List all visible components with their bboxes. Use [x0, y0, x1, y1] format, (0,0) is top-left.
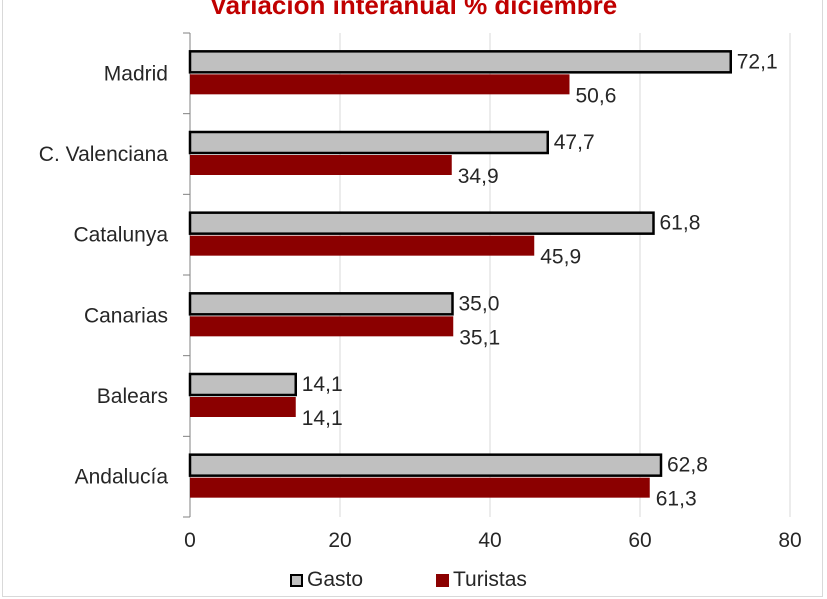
category-label: C. Valenciana	[39, 143, 169, 166]
bar-turistas	[190, 155, 452, 175]
bar-turistas	[190, 235, 535, 256]
legend-turistas-label: Turistas	[453, 568, 527, 591]
x-tick-label: 60	[628, 529, 651, 552]
data-label-gasto: 47,7	[554, 131, 595, 154]
legend-turistas-swatch	[436, 573, 449, 587]
bar-turistas	[190, 74, 570, 95]
bar-gasto	[188, 453, 663, 477]
bar-turistas	[190, 397, 296, 417]
legend-gasto-swatch	[290, 573, 303, 587]
data-label-gasto: 62,8	[667, 454, 708, 477]
data-label-turistas: 34,9	[458, 165, 499, 188]
x-tick-label: 80	[778, 529, 801, 552]
data-label-turistas: 14,1	[302, 407, 343, 430]
data-label-turistas: 35,1	[459, 326, 500, 349]
category-label: Canarias	[84, 304, 168, 327]
legend-gasto: Gasto	[290, 567, 363, 593]
category-label: Andalucía	[75, 466, 169, 489]
bar-gasto	[188, 50, 732, 74]
legend-turistas: Turistas	[436, 567, 527, 593]
data-label-turistas: 50,6	[576, 84, 617, 107]
bar-gasto	[188, 130, 549, 155]
category-label: Madrid	[104, 62, 168, 85]
bar-gasto	[188, 211, 655, 235]
bar-turistas	[190, 316, 454, 337]
x-tick-label: 40	[478, 529, 501, 552]
legend-gasto-label: Gasto	[307, 568, 364, 591]
data-label-gasto: 61,8	[660, 212, 701, 235]
bar-turistas	[190, 477, 650, 498]
bar-gasto	[188, 292, 454, 316]
category-label: Balears	[97, 385, 168, 408]
data-label-gasto: 14,1	[302, 373, 343, 396]
chart-title: Variación interanual % diciembre	[209, 0, 618, 20]
x-tick-label: 20	[328, 529, 351, 552]
data-label-turistas: 61,3	[656, 488, 697, 511]
bar-gasto	[188, 372, 297, 397]
category-label: Catalunya	[73, 224, 168, 247]
data-label-turistas: 45,9	[540, 246, 581, 269]
data-label-gasto: 35,0	[459, 292, 500, 315]
data-label-gasto: 72,1	[737, 50, 778, 73]
x-tick-label: 0	[184, 529, 196, 552]
